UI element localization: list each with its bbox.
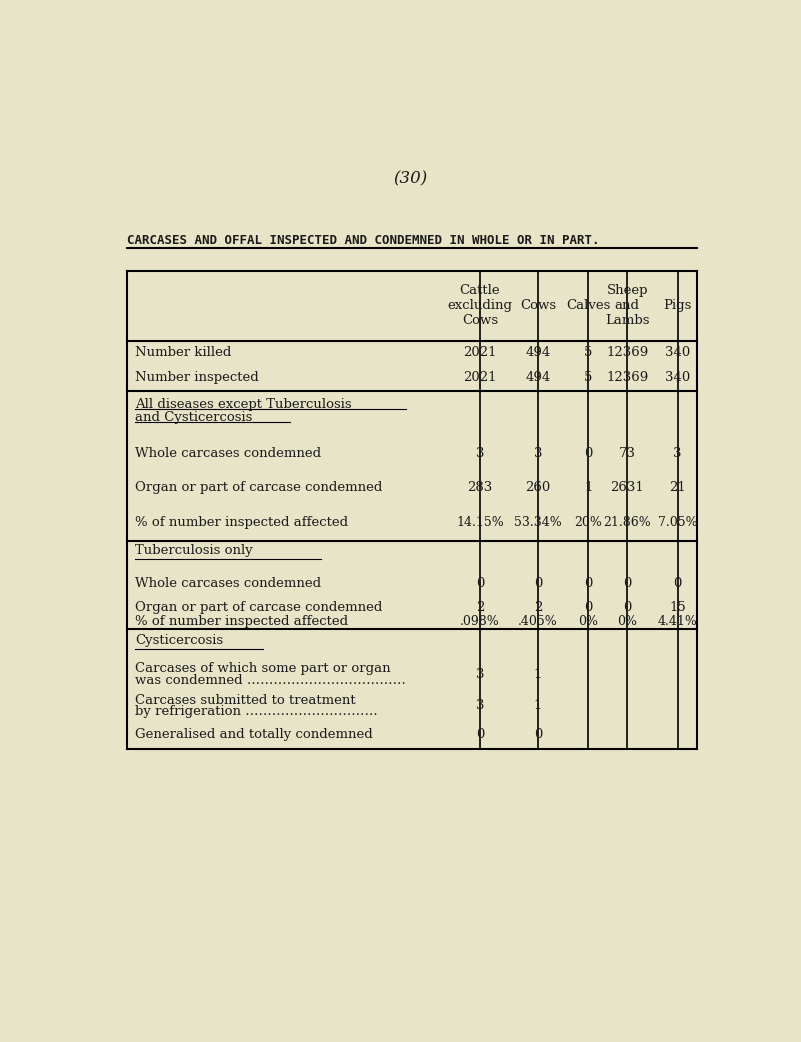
Text: Calves: Calves xyxy=(566,299,610,313)
Text: 0: 0 xyxy=(623,601,631,615)
Text: 2021: 2021 xyxy=(463,346,497,359)
Text: 260: 260 xyxy=(525,481,550,494)
Text: Cows: Cows xyxy=(520,299,556,313)
Text: All diseases except Tuberculosis: All diseases except Tuberculosis xyxy=(135,398,352,411)
Text: Tuberculosis only: Tuberculosis only xyxy=(135,544,253,556)
Text: Number inspected: Number inspected xyxy=(135,371,259,384)
Text: 3: 3 xyxy=(476,668,484,680)
Text: Organ or part of carcase condemned: Organ or part of carcase condemned xyxy=(135,601,382,615)
Text: 4.41%: 4.41% xyxy=(658,615,698,628)
Text: 0: 0 xyxy=(533,727,542,741)
Text: 0: 0 xyxy=(674,576,682,590)
Text: Cysticercosis: Cysticercosis xyxy=(135,635,223,647)
Text: Carcases submitted to treatment: Carcases submitted to treatment xyxy=(135,694,356,706)
Text: 5: 5 xyxy=(584,371,593,384)
Text: Pigs: Pigs xyxy=(663,299,692,313)
Text: 5: 5 xyxy=(584,346,593,359)
Text: % of number inspected affected: % of number inspected affected xyxy=(135,615,348,628)
Text: 1: 1 xyxy=(533,668,542,680)
Text: 0: 0 xyxy=(623,576,631,590)
Text: 3: 3 xyxy=(476,699,484,712)
Text: 12369: 12369 xyxy=(606,346,648,359)
Text: 1: 1 xyxy=(533,699,542,712)
Text: 2021: 2021 xyxy=(463,371,497,384)
Text: 2: 2 xyxy=(476,601,484,615)
Text: 0: 0 xyxy=(584,576,593,590)
Text: Whole carcases condemned: Whole carcases condemned xyxy=(135,576,321,590)
Text: 2631: 2631 xyxy=(610,481,644,494)
Text: Organ or part of carcase condemned: Organ or part of carcase condemned xyxy=(135,481,382,494)
Text: 20%: 20% xyxy=(574,516,602,529)
Text: 0%: 0% xyxy=(578,615,598,628)
Text: and Cysticercosis: and Cysticercosis xyxy=(135,412,252,424)
Text: 3: 3 xyxy=(533,447,542,461)
Text: Generalised and totally condemned: Generalised and totally condemned xyxy=(135,727,372,741)
Text: (30): (30) xyxy=(393,171,428,188)
Text: 494: 494 xyxy=(525,346,550,359)
Text: was condemned ………………………………: was condemned ……………………………… xyxy=(135,674,406,687)
Text: 1: 1 xyxy=(584,481,593,494)
Text: 0: 0 xyxy=(533,576,542,590)
Text: 15: 15 xyxy=(669,601,686,615)
Text: 21.86%: 21.86% xyxy=(603,516,651,529)
Text: 0: 0 xyxy=(476,727,484,741)
Text: 0%: 0% xyxy=(617,615,637,628)
Text: Whole carcases condemned: Whole carcases condemned xyxy=(135,447,321,461)
Text: 73: 73 xyxy=(618,447,636,461)
Text: CARCASES AND OFFAL INSPECTED AND CONDEMNED IN WHOLE OR IN PART.: CARCASES AND OFFAL INSPECTED AND CONDEMN… xyxy=(127,234,600,247)
Text: .405%: .405% xyxy=(518,615,557,628)
Text: 340: 340 xyxy=(665,371,690,384)
Text: 7.05%: 7.05% xyxy=(658,516,698,529)
Text: 0: 0 xyxy=(476,576,484,590)
Text: by refrigeration …………………………: by refrigeration ………………………… xyxy=(135,705,378,718)
Text: 12369: 12369 xyxy=(606,371,648,384)
Text: 3: 3 xyxy=(476,447,484,461)
Text: Number killed: Number killed xyxy=(135,346,231,359)
Text: 283: 283 xyxy=(467,481,493,494)
Text: 21: 21 xyxy=(669,481,686,494)
Text: 340: 340 xyxy=(665,346,690,359)
Text: 3: 3 xyxy=(674,447,682,461)
Text: 2: 2 xyxy=(533,601,542,615)
Text: 0: 0 xyxy=(584,447,593,461)
Text: Cattle
excluding
Cows: Cattle excluding Cows xyxy=(448,284,513,327)
Text: Carcases of which some part or organ: Carcases of which some part or organ xyxy=(135,662,391,675)
Text: 14.15%: 14.15% xyxy=(456,516,504,529)
Text: .098%: .098% xyxy=(460,615,500,628)
Text: 0: 0 xyxy=(584,601,593,615)
Text: % of number inspected affected: % of number inspected affected xyxy=(135,516,348,529)
Text: 494: 494 xyxy=(525,371,550,384)
Text: Sheep
and
Lambs: Sheep and Lambs xyxy=(605,284,650,327)
Text: 53.34%: 53.34% xyxy=(514,516,562,529)
